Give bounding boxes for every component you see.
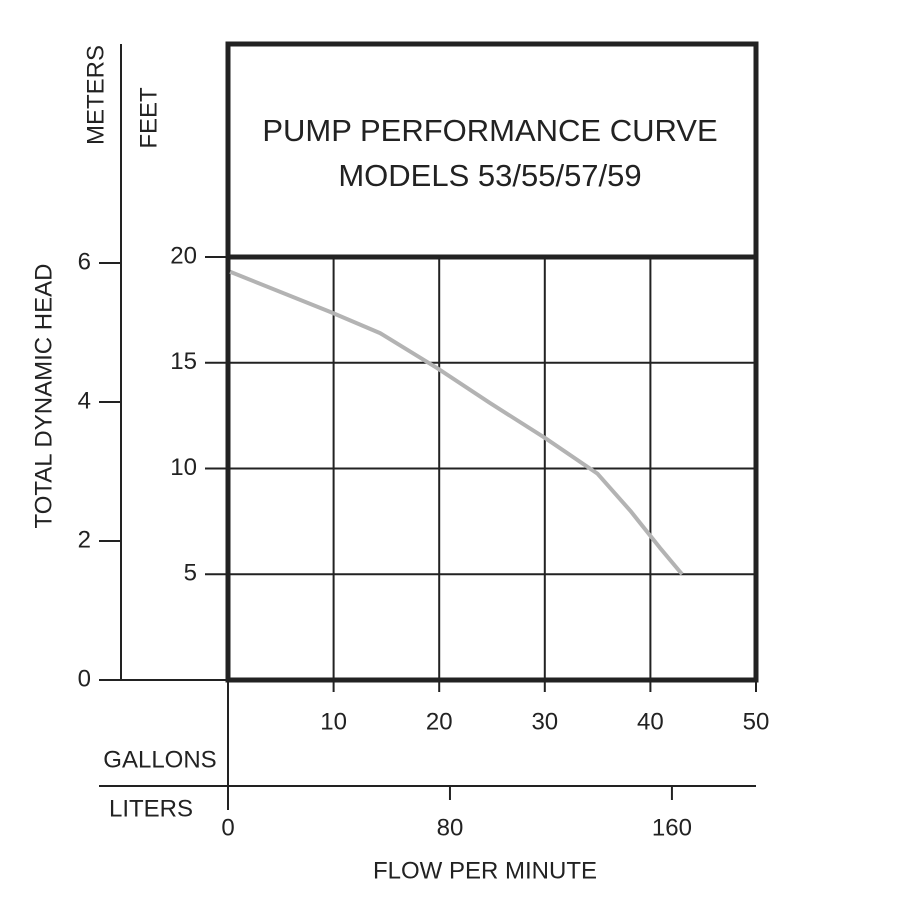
chart-subtitle: MODELS 53/55/57/59 — [338, 158, 641, 193]
x2-tick-label: 80 — [437, 814, 464, 841]
y2-tick-label: 6 — [78, 248, 91, 275]
y2-tick-label: 4 — [78, 387, 91, 414]
x2-tick-label: 160 — [652, 814, 692, 841]
x-tick-label: 40 — [637, 708, 664, 735]
y-tick-label: 15 — [170, 348, 197, 375]
plot-frame — [225, 41, 759, 683]
x-axis-title: FLOW PER MINUTE — [373, 857, 597, 884]
y-tick-label: 10 — [170, 454, 197, 481]
y-axis-title: TOTAL DYNAMIC HEAD — [30, 264, 57, 529]
x-tick-label: 30 — [531, 708, 558, 735]
x-tick-label: 50 — [743, 708, 770, 735]
y2-tick-label: 0 — [78, 665, 91, 692]
y2-label: METERS — [82, 45, 109, 145]
y-tick-label: 5 — [184, 560, 197, 587]
x2-label: LITERS — [109, 795, 193, 822]
y-tick-label: 20 — [170, 242, 197, 269]
y-label: FEET — [135, 87, 162, 149]
x-label: GALLONS — [103, 746, 216, 773]
y2-tick-label: 2 — [78, 526, 91, 553]
x2-tick-label: 0 — [221, 814, 234, 841]
x-tick-label: 20 — [426, 708, 453, 735]
x-tick-label: 10 — [320, 708, 347, 735]
series-line — [229, 269, 684, 576]
chart-title: PUMP PERFORMANCE CURVE — [262, 113, 717, 148]
